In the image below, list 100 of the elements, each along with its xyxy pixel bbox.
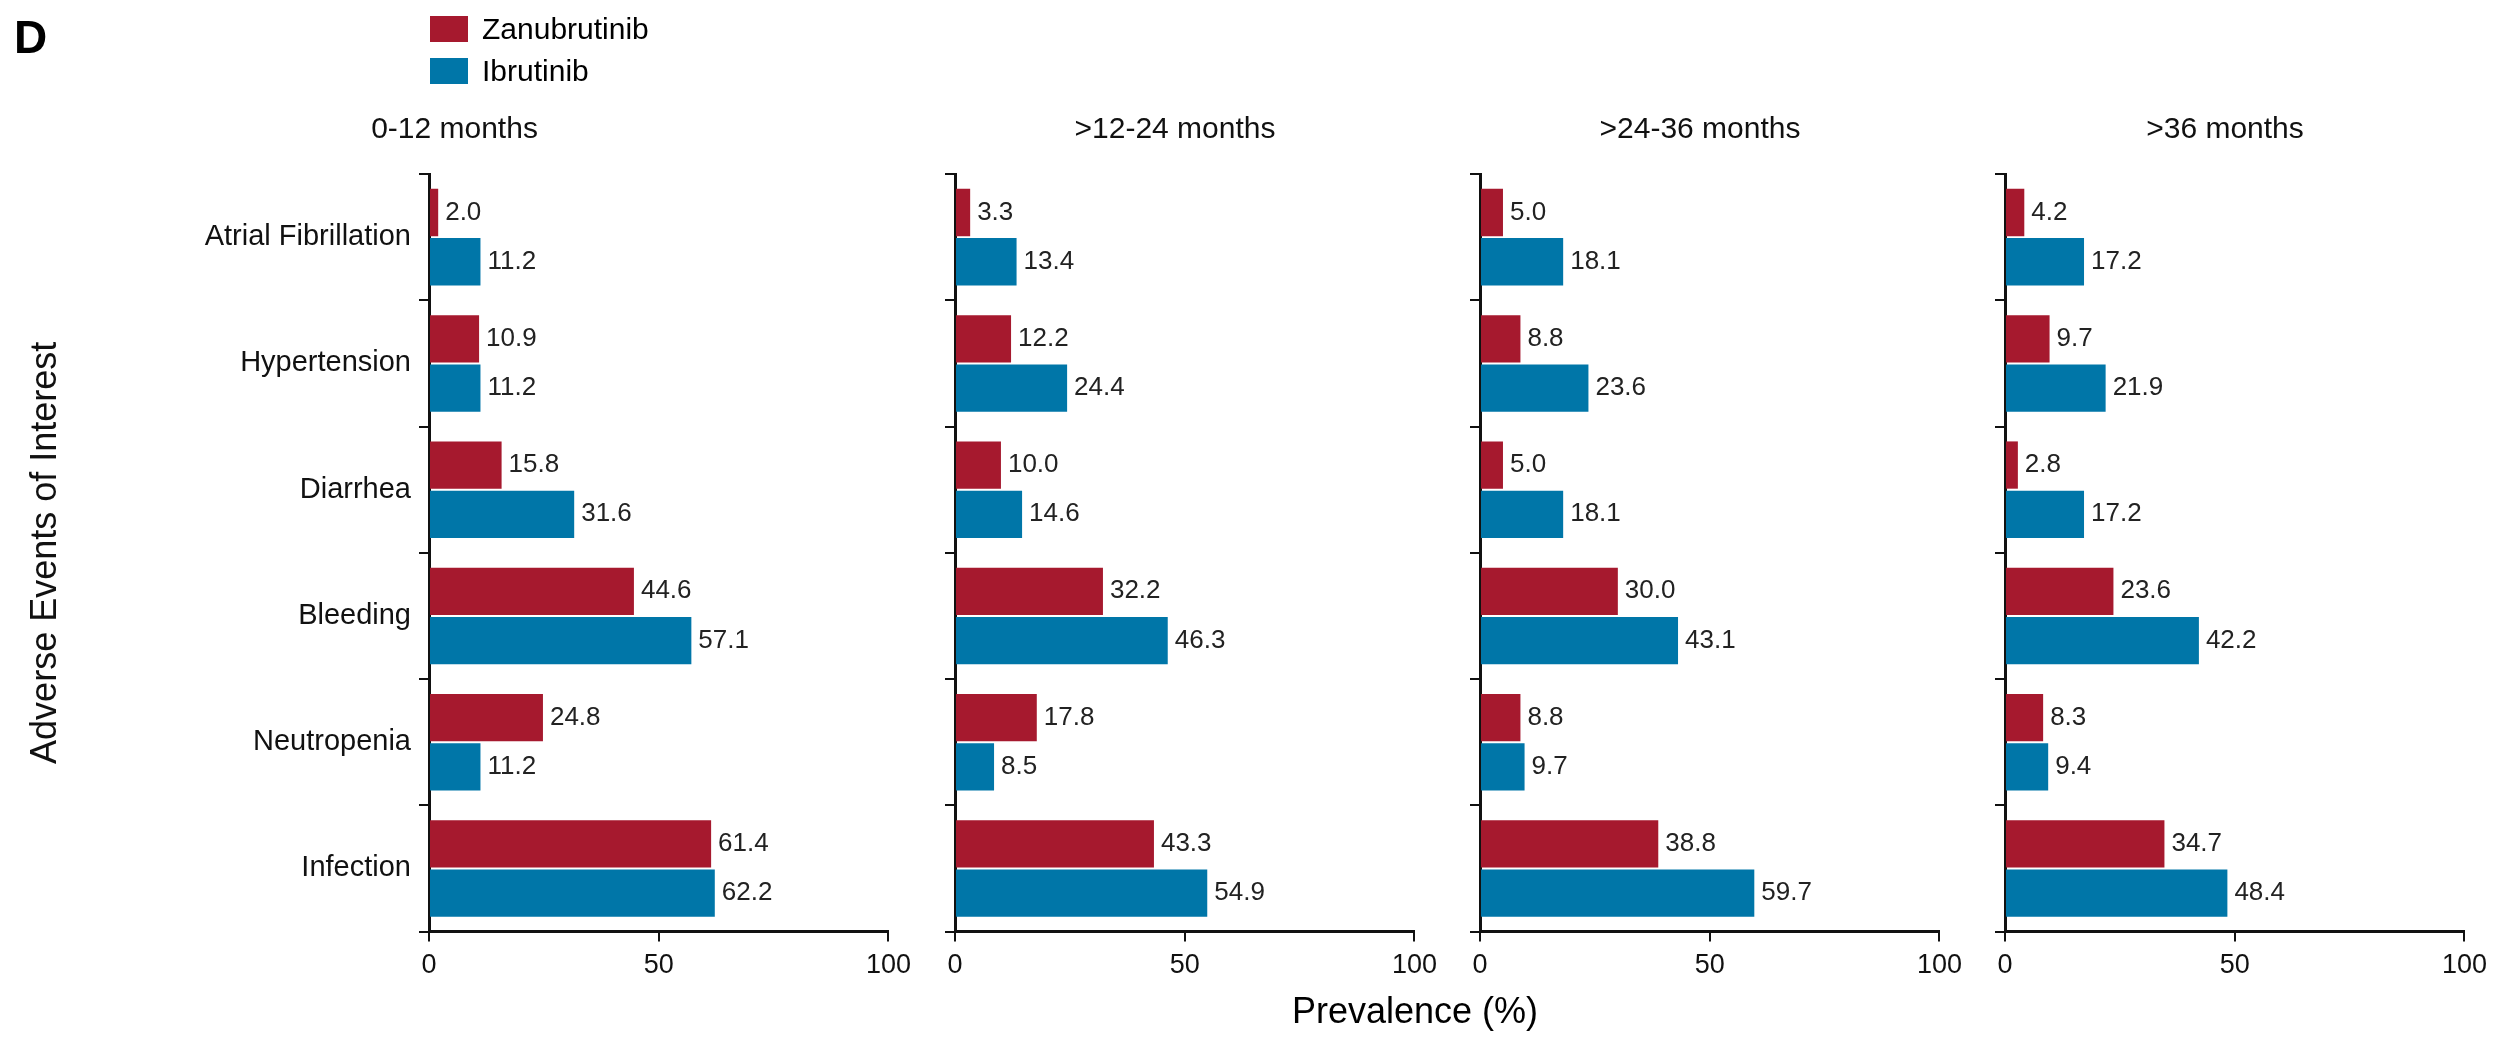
chart-title: >12-24 months: [1074, 111, 1276, 145]
bar: [430, 441, 502, 489]
bar: [2006, 869, 2228, 917]
data-label: 11.2: [487, 749, 537, 780]
bar: [1481, 441, 1503, 489]
bar: [430, 490, 575, 538]
bar: [430, 315, 480, 363]
data-label: 9.4: [2055, 749, 2092, 780]
data-label: 62.2: [721, 876, 773, 907]
x-tick-label: 50: [1169, 949, 1200, 980]
data-label: 59.7: [1761, 876, 1812, 907]
data-label: 23.6: [1595, 371, 1647, 402]
bar: [956, 567, 1103, 615]
bar: [2006, 238, 2085, 286]
data-label: 31.6: [581, 497, 632, 528]
bar: [956, 364, 1068, 412]
data-label: 17.2: [2091, 497, 2142, 528]
x-tick-label: 0: [1472, 949, 1488, 980]
data-label: 15.8: [508, 448, 560, 479]
data-label: 44.6: [640, 574, 692, 605]
data-label: 12.2: [1018, 321, 1069, 352]
data-label: 3.3: [977, 195, 1014, 226]
legend-label: Zanubrutinib: [482, 12, 649, 46]
data-label: 17.8: [1043, 700, 1095, 731]
x-tick-label: 100: [2441, 949, 2488, 980]
data-label: 11.2: [487, 371, 537, 402]
bar: [2006, 820, 2165, 868]
x-tick-label: 100: [1391, 949, 1438, 980]
x-tick-label: 100: [1916, 949, 1963, 980]
y-tick-label: Neutropenia: [253, 724, 412, 757]
x-tick-label: 100: [865, 949, 912, 980]
bar: [956, 238, 1017, 286]
data-label: 32.2: [1109, 574, 1161, 605]
chart-title: >36 months: [2146, 111, 2304, 145]
y-tick-label: Diarrhea: [299, 471, 412, 504]
bar: [1481, 820, 1659, 868]
bar: [1481, 315, 1521, 363]
bar: [430, 820, 712, 868]
bar: [1481, 869, 1755, 917]
bar: [430, 364, 481, 412]
data-label: 57.1: [698, 623, 749, 654]
data-label: 10.9: [486, 321, 537, 352]
bar: [956, 693, 1037, 742]
data-label: 17.2: [2091, 244, 2142, 275]
x-axis-title: Prevalence (%): [1291, 990, 1539, 1032]
data-label: 8.8: [1527, 321, 1564, 352]
chart-title: 0-12 months: [371, 111, 538, 145]
bar: [2006, 188, 2025, 237]
bar: [2006, 490, 2085, 538]
data-label: 23.6: [2120, 574, 2172, 605]
data-label: 5.0: [1509, 195, 1547, 226]
bar: [956, 188, 971, 237]
bar: [2006, 567, 2114, 615]
data-label: 21.9: [2112, 371, 2164, 402]
data-label: 2.0: [445, 195, 482, 226]
bar: [956, 869, 1208, 917]
y-tick-label: Hypertension: [240, 345, 411, 378]
data-label: 24.8: [549, 700, 601, 731]
bar: [2006, 315, 2050, 363]
data-label: 43.3: [1160, 827, 1212, 858]
data-label: 4.2: [2031, 195, 2068, 226]
data-label: 42.2: [2205, 623, 2257, 654]
data-label: 2.8: [2024, 448, 2062, 479]
data-label: 54.9: [1214, 876, 1265, 907]
bar: [1481, 364, 1589, 412]
bar: [430, 616, 692, 665]
bar: [430, 743, 481, 791]
bar: [1481, 188, 1503, 237]
y-tick-label: Atrial Fibrillation: [204, 219, 411, 252]
data-label: 38.8: [1665, 827, 1716, 858]
bar: [956, 616, 1168, 665]
bar: [1481, 616, 1679, 665]
bar: [956, 441, 1001, 489]
bar: [2006, 441, 2018, 489]
data-label: 9.7: [2056, 321, 2093, 352]
data-label: 34.7: [2171, 827, 2223, 858]
data-label: 18.1: [1570, 497, 1621, 528]
data-label: 10.0: [1007, 448, 1059, 479]
data-label: 24.4: [1074, 371, 1125, 402]
bar: [1481, 743, 1525, 791]
bar: [430, 869, 715, 917]
bar: [956, 490, 1023, 538]
data-label: 30.0: [1624, 574, 1676, 605]
data-label: 43.1: [1685, 623, 1736, 654]
data-label: 46.3: [1174, 623, 1226, 654]
bar: [956, 315, 1012, 363]
bar: [2006, 364, 2106, 412]
data-label: 14.6: [1029, 497, 1080, 528]
data-label: 18.1: [1570, 244, 1621, 275]
bar: [1481, 238, 1564, 286]
data-label: 8.3: [2050, 700, 2087, 731]
data-label: 11.2: [487, 244, 537, 275]
y-tick-label: Infection: [301, 850, 411, 883]
x-tick-label: 50: [643, 949, 674, 980]
chart-title: >24-36 months: [1599, 111, 1801, 145]
text: D: [14, 10, 48, 64]
bar: [1481, 567, 1618, 615]
data-label: 5.0: [1509, 448, 1547, 479]
bar: [956, 743, 995, 791]
x-tick-label: 50: [1694, 949, 1725, 980]
